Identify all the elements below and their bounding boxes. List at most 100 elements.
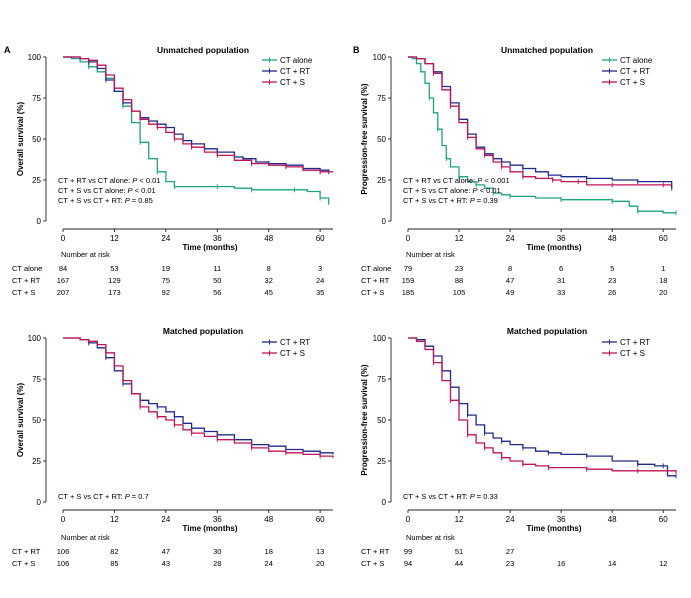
risk-value: 16 [557, 559, 565, 568]
x-tick-label: 36 [213, 515, 222, 524]
risk-table-title: Number at risk [406, 250, 455, 259]
p-value-annotation: CT + S vs CT alone: P < 0.01 [58, 186, 156, 195]
chart-title: Unmatched population [157, 45, 249, 55]
y-tick-label: 25 [32, 176, 41, 185]
risk-value: 20 [659, 288, 667, 297]
risk-value: 33 [557, 288, 565, 297]
chart-title: Unmatched population [501, 45, 593, 55]
y-tick-label: 100 [373, 53, 387, 62]
p-value-annotation: CT + S vs CT + RT: P = 0.33 [403, 492, 498, 501]
x-tick-label: 48 [264, 234, 273, 243]
p-value-annotation: CT + RT vs CT alone: P < 0.01 [58, 176, 160, 185]
risk-value: 92 [162, 288, 170, 297]
risk-row-label: CT + S [361, 288, 384, 297]
y-tick-label: 25 [32, 457, 41, 466]
x-tick-label: 12 [110, 234, 119, 243]
x-tick-label: 36 [557, 234, 566, 243]
y-tick-label: 25 [377, 176, 386, 185]
series-line-ct_rt [63, 337, 334, 455]
chart-panel-2: B Unmatched population0255075100Progressi… [353, 45, 677, 297]
risk-table-title: Number at risk [406, 533, 455, 542]
risk-value: 32 [265, 276, 273, 285]
legend-label: CT + RT [620, 338, 650, 347]
risk-value: 23 [506, 559, 514, 568]
y-tick-label: 75 [32, 94, 41, 103]
risk-table-title: Number at risk [61, 250, 110, 259]
risk-value: 1 [661, 264, 665, 273]
risk-value: 167 [57, 276, 70, 285]
risk-value: 47 [162, 547, 170, 556]
x-tick-label: 24 [161, 515, 170, 524]
risk-value: 82 [110, 547, 118, 556]
y-tick-label: 50 [32, 135, 41, 144]
risk-value: 31 [557, 276, 565, 285]
risk-value: 14 [608, 559, 616, 568]
legend-label: CT + S [620, 349, 645, 358]
risk-value: 12 [659, 559, 667, 568]
y-axis-label: Progression-free survival (%) [360, 83, 369, 194]
risk-value: 105 [453, 288, 466, 297]
risk-value: 11 [213, 264, 221, 273]
risk-value: 51 [455, 547, 463, 556]
risk-value: 94 [404, 559, 412, 568]
p-value-annotation: CT + S vs CT alone: P < 0.01 [403, 186, 501, 195]
x-tick-label: 0 [406, 515, 411, 524]
risk-value: 45 [265, 288, 273, 297]
risk-value: 27 [506, 547, 514, 556]
risk-value: 79 [404, 264, 412, 273]
x-tick-label: 60 [659, 234, 668, 243]
risk-row-label: CT + S [361, 559, 384, 568]
x-tick-label: 12 [455, 515, 464, 524]
y-tick-label: 50 [377, 416, 386, 425]
risk-value: 20 [316, 559, 324, 568]
risk-value: 88 [455, 276, 463, 285]
series-line-ct_s [63, 56, 333, 173]
risk-row-label: CT alone [12, 264, 42, 273]
risk-value: 18 [659, 276, 667, 285]
x-tick-label: 0 [61, 515, 66, 524]
x-tick-label: 12 [110, 515, 119, 524]
risk-value: 159 [402, 276, 415, 285]
x-tick-label: 36 [213, 234, 222, 243]
x-tick-label: 60 [316, 515, 325, 524]
risk-value: 13 [316, 547, 324, 556]
risk-value: 99 [404, 547, 412, 556]
y-axis-label: Overall survival (%) [16, 383, 25, 458]
chart-panel-3: Matched population 0 25 50 75 100 Overall surv… [12, 326, 334, 568]
risk-value: 35 [316, 288, 324, 297]
risk-value: 173 [108, 288, 121, 297]
chart-panel-4: Matched population 0 25 50 75 100 Progression-… [360, 326, 677, 568]
risk-row-label: CT + S [12, 288, 35, 297]
risk-value: 18 [265, 547, 273, 556]
risk-value: 43 [162, 559, 170, 568]
y-tick-label: 75 [32, 375, 41, 384]
y-tick-label: 0 [37, 217, 42, 226]
p-value-annotation: CT + S vs CT + RT: P = 0.85 [58, 196, 153, 205]
risk-row-label: CT + S [12, 559, 35, 568]
x-tick-label: 48 [264, 515, 273, 524]
risk-value: 24 [316, 276, 324, 285]
y-tick-label: 0 [37, 498, 42, 507]
x-tick-label: 60 [659, 515, 668, 524]
x-axis-label: Time (months) [183, 243, 238, 252]
risk-row-label: CT alone [361, 264, 391, 273]
risk-value: 28 [213, 559, 221, 568]
y-tick-label: 50 [32, 416, 41, 425]
risk-value: 26 [608, 288, 616, 297]
y-tick-label: 100 [373, 334, 387, 343]
risk-value: 85 [110, 559, 118, 568]
x-tick-label: 48 [608, 515, 617, 524]
x-tick-label: 24 [506, 515, 515, 524]
chart-title: Matched population [163, 326, 243, 336]
risk-value: 56 [213, 288, 221, 297]
x-tick-label: 24 [506, 234, 515, 243]
x-tick-label: 12 [455, 234, 464, 243]
panel-letter: A [4, 45, 11, 55]
risk-table-title: Number at risk [61, 533, 110, 542]
risk-row-label: CT + RT [361, 276, 390, 285]
risk-value: 23 [608, 276, 616, 285]
risk-value: 53 [110, 264, 118, 273]
legend-label: CT + RT [280, 67, 310, 76]
y-tick-label: 75 [377, 94, 386, 103]
